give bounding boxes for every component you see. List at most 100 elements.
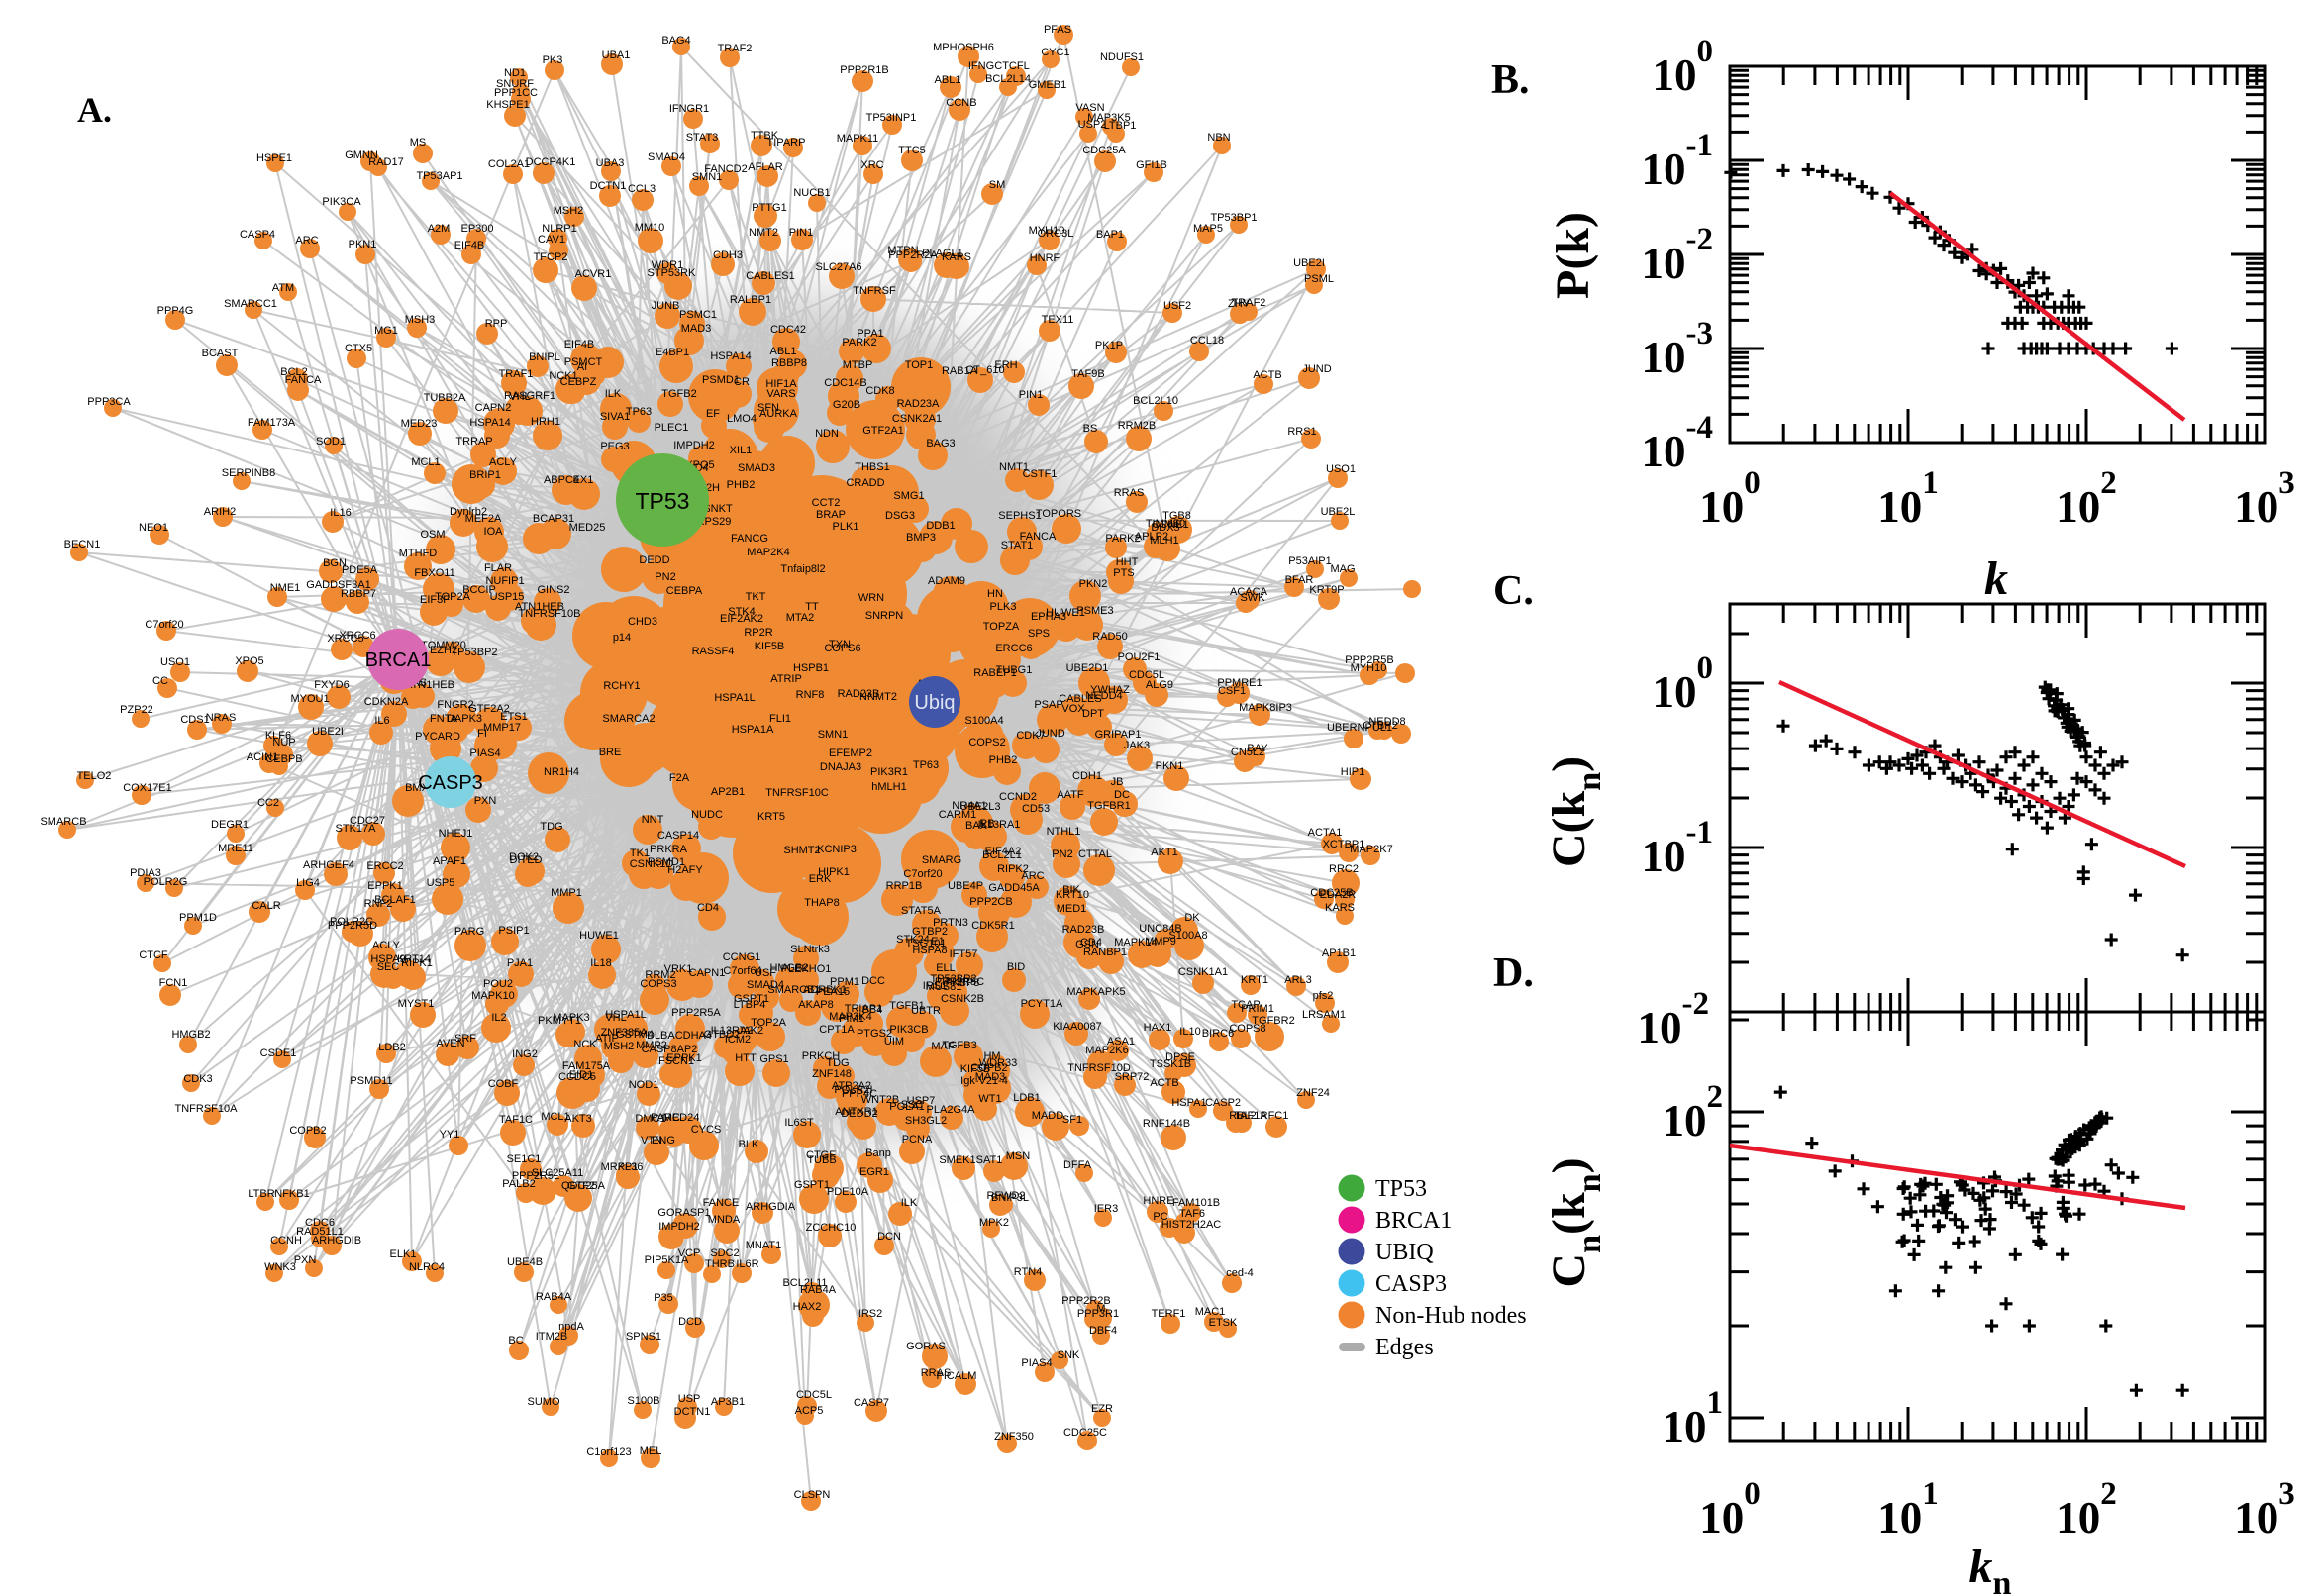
svg-text:TP53AP1: TP53AP1 [416, 170, 462, 182]
svg-text:ACLY: ACLY [489, 456, 518, 468]
svg-text:TP53BP2: TP53BP2 [451, 647, 497, 658]
svg-text:CARM1: CARM1 [939, 809, 977, 821]
svg-text:TOP2A: TOP2A [751, 1017, 787, 1029]
svg-text:POLR2I: POLR2I [834, 1084, 872, 1096]
svg-text:PPM1D: PPM1D [179, 912, 217, 924]
svg-text:PDIA3: PDIA3 [130, 867, 161, 879]
svg-text:Tnfaip8l2: Tnfaip8l2 [780, 563, 825, 575]
svg-text:E4BP1: E4BP1 [656, 347, 689, 358]
svg-text:BRE: BRE [599, 747, 622, 758]
svg-text:TAF1A: TAF1A [1234, 1110, 1267, 1122]
svg-text:BCAST: BCAST [202, 348, 239, 359]
svg-text:GMEB1: GMEB1 [1029, 79, 1067, 91]
svg-text:CT_610: CT_610 [965, 364, 1004, 376]
svg-text:ATIP: ATIP [595, 1033, 619, 1045]
svg-text:SMAD4: SMAD4 [747, 979, 784, 991]
svg-text:YWHAZ: YWHAZ [1090, 684, 1130, 696]
svg-text:PPP2R5D: PPP2R5D [328, 920, 377, 932]
svg-text:TTC5: TTC5 [898, 145, 926, 156]
svg-text:PHB2: PHB2 [727, 479, 756, 491]
svg-text:TFCP2: TFCP2 [534, 251, 568, 263]
svg-text:HAX1: HAX1 [1144, 1022, 1172, 1034]
svg-text:MAP5: MAP5 [1193, 223, 1223, 235]
svg-text:COPS8: COPS8 [1229, 1023, 1265, 1035]
svg-text:ND1: ND1 [504, 67, 526, 79]
svg-text:HSPA8: HSPA8 [912, 945, 947, 956]
svg-text:C7orf20: C7orf20 [145, 619, 183, 631]
svg-text:SIVA1: SIVA1 [600, 411, 630, 423]
svg-text:A2M: A2M [428, 223, 451, 235]
svg-text:STK17A: STK17A [336, 823, 377, 835]
svg-text:STAT3: STAT3 [686, 132, 719, 144]
svg-text:PARC: PARC [651, 1112, 680, 1124]
svg-text:ADAM9: ADAM9 [928, 575, 965, 587]
svg-text:JUND: JUND [1302, 363, 1331, 375]
svg-text:D.: D. [1493, 950, 1534, 996]
svg-text:HMGB2: HMGB2 [769, 962, 808, 974]
svg-text:EID1: EID1 [569, 1069, 593, 1081]
svg-text:CCNG1: CCNG1 [723, 951, 761, 963]
svg-text:VARS: VARS [766, 388, 795, 400]
svg-text:TOP1: TOP1 [905, 359, 934, 371]
svg-text:FI: FI [477, 728, 487, 740]
svg-text:CDS1: CDS1 [180, 714, 209, 726]
svg-text:PPP2R5L: PPP2R5L [512, 1170, 559, 1182]
svg-text:FANCE: FANCE [703, 1197, 740, 1209]
svg-text:UBE2L3: UBE2L3 [960, 801, 1001, 813]
svg-text:CC2: CC2 [257, 797, 279, 809]
svg-text:UIM: UIM [884, 1036, 904, 1047]
svg-text:CASP3: CASP3 [1375, 1271, 1447, 1297]
svg-text:EDA2R: EDA2R [1320, 889, 1357, 901]
svg-text:PXN: PXN [474, 795, 497, 807]
svg-text:FLAR: FLAR [484, 562, 512, 574]
svg-text:CAPN2: CAPN2 [475, 402, 512, 414]
svg-text:PPMRE1: PPMRE1 [1217, 677, 1262, 689]
svg-text:CD4: CD4 [697, 902, 719, 914]
svg-text:MPHOSPH6: MPHOSPH6 [933, 42, 994, 53]
svg-text:M: M [1096, 1303, 1105, 1315]
svg-text:QDC25A: QDC25A [561, 1180, 606, 1192]
svg-text:EIF2AK2: EIF2AK2 [720, 613, 763, 625]
svg-text:CASP3: CASP3 [418, 772, 483, 794]
svg-text:MYST1: MYST1 [398, 998, 435, 1010]
svg-text:BCL2L1: BCL2L1 [982, 849, 1022, 861]
svg-text:TNFRSF10B: TNFRSF10B [519, 608, 581, 620]
svg-text:SMAD4: SMAD4 [648, 151, 685, 163]
svg-text:ITGB8: ITGB8 [1160, 510, 1191, 522]
svg-text:DEGR1: DEGR1 [211, 819, 249, 831]
svg-text:PCYT1A: PCYT1A [1021, 998, 1063, 1010]
svg-text:GORAS: GORAS [906, 1341, 946, 1352]
svg-text:RP2R: RP2R [744, 627, 772, 639]
svg-text:PKN1: PKN1 [1156, 760, 1184, 772]
svg-text:CASP8AP2: CASP8AP2 [642, 1044, 698, 1055]
svg-text:PZP22: PZP22 [120, 704, 153, 716]
svg-text:PSMD11: PSMD11 [350, 1075, 392, 1087]
svg-text:THRB: THRB [705, 1258, 735, 1270]
svg-text:UBE2I: UBE2I [1293, 257, 1325, 269]
svg-text:EX1: EX1 [573, 474, 594, 486]
svg-text:ZCCHC10: ZCCHC10 [806, 1222, 857, 1234]
svg-text:KCNIP3: KCNIP3 [817, 844, 857, 855]
svg-text:E1: E1 [931, 936, 944, 948]
svg-text:MAPK3: MAPK3 [553, 1012, 589, 1024]
svg-text:ATM: ATM [272, 282, 294, 294]
svg-text:TP53INP1: TP53INP1 [866, 112, 917, 124]
svg-text:PTGS2: PTGS2 [857, 1028, 892, 1040]
svg-text:RRP1B: RRP1B [886, 880, 923, 892]
svg-text:CCND2: CCND2 [999, 791, 1037, 803]
svg-text:AP2B1: AP2B1 [711, 786, 745, 798]
svg-text:BIK: BIK [1062, 884, 1080, 896]
svg-text:MG1: MG1 [374, 325, 398, 337]
svg-text:KRT14: KRT14 [397, 953, 431, 965]
svg-text:ATN1HEB: ATN1HEB [515, 601, 564, 613]
svg-text:ZNF385A: ZNF385A [600, 1027, 648, 1039]
svg-text:MAC1: MAC1 [1195, 1306, 1226, 1318]
svg-text:POU2: POU2 [483, 978, 513, 990]
svg-text:LMO4: LMO4 [727, 413, 757, 425]
svg-text:ING2: ING2 [512, 1048, 538, 1060]
svg-text:MSH2: MSH2 [604, 1041, 635, 1052]
svg-text:MLH1: MLH1 [1150, 535, 1178, 547]
svg-text:TT: TT [805, 601, 819, 613]
svg-text:RRM2: RRM2 [645, 969, 675, 981]
svg-text:MEF2A: MEF2A [465, 513, 502, 525]
